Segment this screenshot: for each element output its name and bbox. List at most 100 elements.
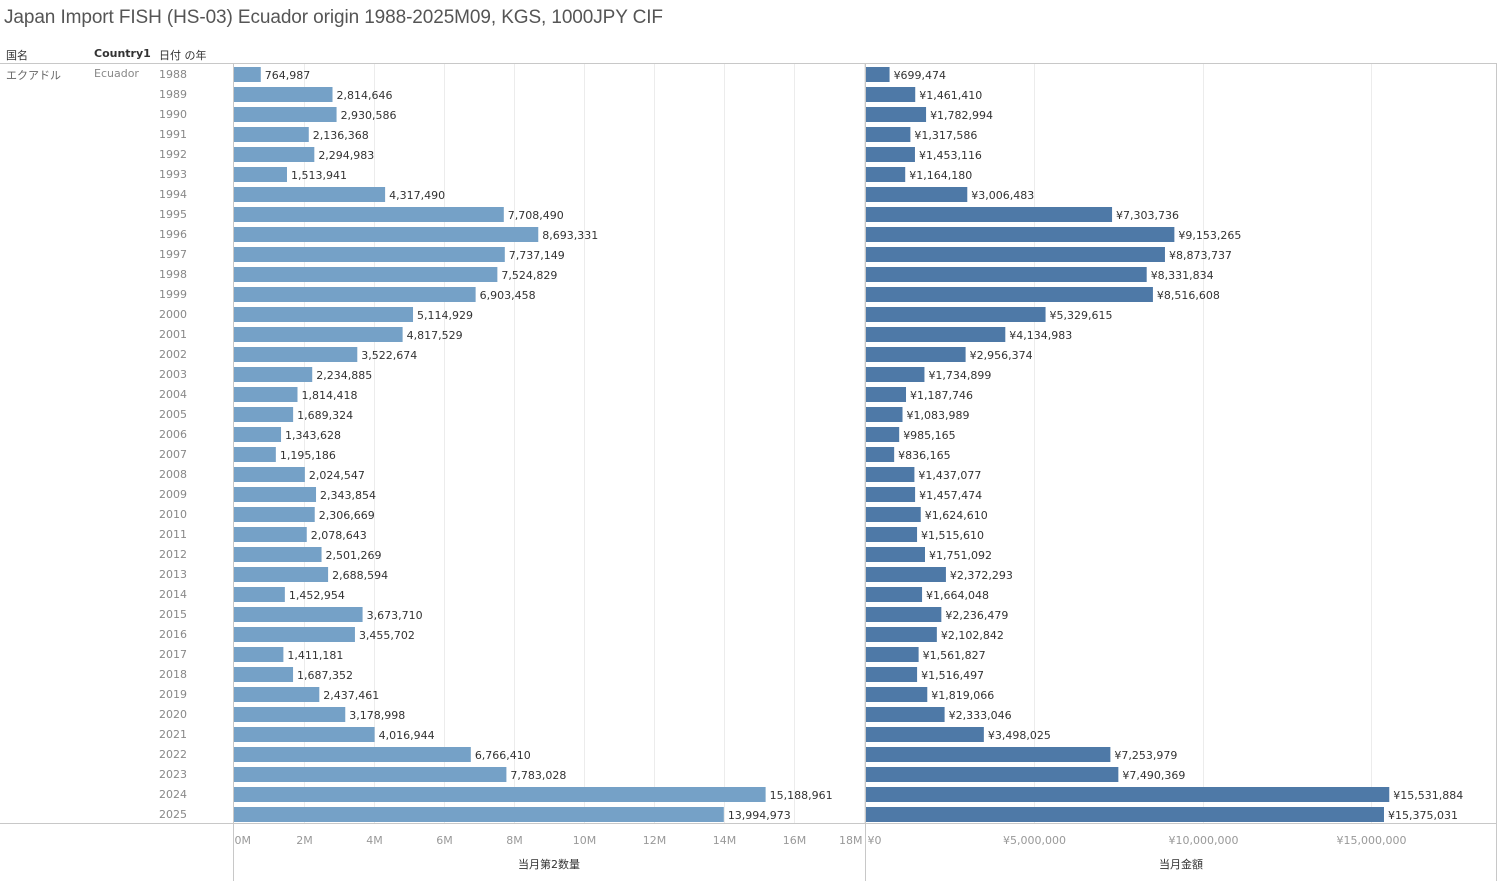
year-label: 2023 bbox=[159, 768, 187, 781]
year-label: 1995 bbox=[159, 208, 187, 221]
amount-value-label: ¥2,102,842 bbox=[941, 629, 1004, 642]
quantity-value-label: 7,524,829 bbox=[501, 269, 557, 282]
amount-bar bbox=[866, 447, 895, 462]
amount-value-label: ¥15,375,031 bbox=[1388, 809, 1458, 822]
quantity-bar bbox=[234, 307, 414, 322]
year-label: 1998 bbox=[159, 268, 187, 281]
amount-bar bbox=[866, 407, 903, 422]
row-header-country-jp: エクアドル bbox=[6, 69, 61, 82]
year-label: 2009 bbox=[159, 488, 187, 501]
amount-value-label: ¥9,153,265 bbox=[1178, 229, 1241, 242]
header-country1[interactable]: Country1 bbox=[94, 47, 151, 60]
amount-value-label: ¥985,165 bbox=[903, 429, 956, 442]
quantity-bar bbox=[234, 347, 358, 362]
year-label: 2008 bbox=[159, 468, 187, 481]
amount-value-label: ¥2,956,374 bbox=[970, 349, 1033, 362]
quantity-value-label: 2,234,885 bbox=[316, 369, 372, 382]
right-panel-border bbox=[1496, 63, 1497, 881]
amount-bar bbox=[866, 687, 928, 702]
quantity-value-label: 15,188,961 bbox=[770, 789, 833, 802]
quantity-bar bbox=[234, 247, 505, 262]
row-header-country1: Ecuador bbox=[94, 67, 139, 80]
amount-bar bbox=[866, 67, 890, 82]
quantity-value-label: 2,343,854 bbox=[320, 489, 376, 502]
amount-bar bbox=[866, 87, 916, 102]
amount-value-label: ¥1,819,066 bbox=[931, 689, 994, 702]
amount-value-label: ¥1,437,077 bbox=[918, 469, 981, 482]
amount-bar bbox=[866, 607, 942, 622]
quantity-bar bbox=[234, 227, 539, 242]
amount-bar bbox=[866, 807, 1384, 822]
amount-bar bbox=[866, 367, 925, 382]
amount-bar bbox=[866, 127, 911, 142]
amount-value-label: ¥2,372,293 bbox=[950, 569, 1013, 582]
quantity-value-label: 2,306,669 bbox=[319, 509, 375, 522]
quantity-bar bbox=[234, 667, 294, 682]
quantity-value-label: 764,987 bbox=[265, 69, 311, 82]
year-label: 1990 bbox=[159, 108, 187, 121]
quantity-tick-label: 18M bbox=[839, 834, 863, 847]
quantity-value-label: 1,689,324 bbox=[297, 409, 353, 422]
amount-value-label: ¥7,490,369 bbox=[1122, 769, 1185, 782]
amount-value-label: ¥2,333,046 bbox=[949, 709, 1012, 722]
year-label: 1989 bbox=[159, 88, 187, 101]
quantity-value-label: 3,455,702 bbox=[359, 629, 415, 642]
year-label: 2004 bbox=[159, 388, 187, 401]
quantity-bar bbox=[234, 567, 329, 582]
amount-value-label: ¥3,006,483 bbox=[971, 189, 1034, 202]
amount-bar bbox=[866, 287, 1153, 302]
amount-value-label: ¥5,329,615 bbox=[1050, 309, 1113, 322]
quantity-value-label: 3,178,998 bbox=[349, 709, 405, 722]
quantity-bar bbox=[234, 787, 766, 802]
quantity-value-label: 3,673,710 bbox=[367, 609, 423, 622]
amount-bar bbox=[866, 107, 927, 122]
year-label: 1997 bbox=[159, 248, 187, 261]
year-label: 2013 bbox=[159, 568, 187, 581]
year-label: 2002 bbox=[159, 348, 187, 361]
year-label: 2007 bbox=[159, 448, 187, 461]
amount-value-label: ¥1,561,827 bbox=[923, 649, 986, 662]
quantity-value-label: 2,437,461 bbox=[323, 689, 379, 702]
quantity-bar bbox=[234, 147, 315, 162]
amount-bar bbox=[866, 167, 906, 182]
amount-value-label: ¥1,187,746 bbox=[910, 389, 973, 402]
quantity-value-label: 2,024,547 bbox=[309, 469, 365, 482]
quantity-bar bbox=[234, 807, 724, 822]
amount-bar bbox=[866, 227, 1175, 242]
quantity-value-label: 1,513,941 bbox=[291, 169, 347, 182]
amount-value-label: ¥8,873,737 bbox=[1169, 249, 1232, 262]
quantity-value-label: 2,078,643 bbox=[311, 529, 367, 542]
amount-bar bbox=[866, 547, 925, 562]
panel-divider bbox=[865, 63, 866, 881]
quantity-bar bbox=[234, 747, 471, 762]
amount-value-label: ¥1,734,899 bbox=[928, 369, 991, 382]
amount-value-label: ¥4,134,983 bbox=[1009, 329, 1072, 342]
amount-value-label: ¥1,461,410 bbox=[919, 89, 982, 102]
quantity-bar bbox=[234, 207, 504, 222]
quantity-value-label: 1,195,186 bbox=[280, 449, 336, 462]
quantity-bar bbox=[234, 167, 287, 182]
quantity-bar bbox=[234, 587, 285, 602]
quantity-value-label: 6,903,458 bbox=[480, 289, 536, 302]
quantity-tick-label: 12M bbox=[643, 834, 667, 847]
quantity-tick-label: 4M bbox=[366, 834, 383, 847]
header-year[interactable]: 日付 の年 bbox=[159, 49, 207, 62]
quantity-tick-label: 16M bbox=[783, 834, 807, 847]
quantity-value-label: 4,317,490 bbox=[389, 189, 445, 202]
quantity-tick-label: 14M bbox=[713, 834, 737, 847]
amount-value-label: ¥836,165 bbox=[898, 449, 951, 462]
amount-bar bbox=[866, 707, 945, 722]
amount-bar bbox=[866, 647, 919, 662]
quantity-tick-label: 8M bbox=[506, 834, 523, 847]
quantity-value-label: 2,294,983 bbox=[318, 149, 374, 162]
amount-tick-label: ¥10,000,000 bbox=[1169, 834, 1239, 847]
year-label: 2017 bbox=[159, 648, 187, 661]
quantity-bar bbox=[234, 467, 305, 482]
header-country-jp[interactable]: 国名 bbox=[6, 49, 28, 62]
amount-bar bbox=[866, 787, 1390, 802]
amount-value-label: ¥1,453,116 bbox=[919, 149, 982, 162]
year-label: 2019 bbox=[159, 688, 187, 701]
amount-bar bbox=[866, 387, 907, 402]
amount-bar bbox=[866, 747, 1111, 762]
